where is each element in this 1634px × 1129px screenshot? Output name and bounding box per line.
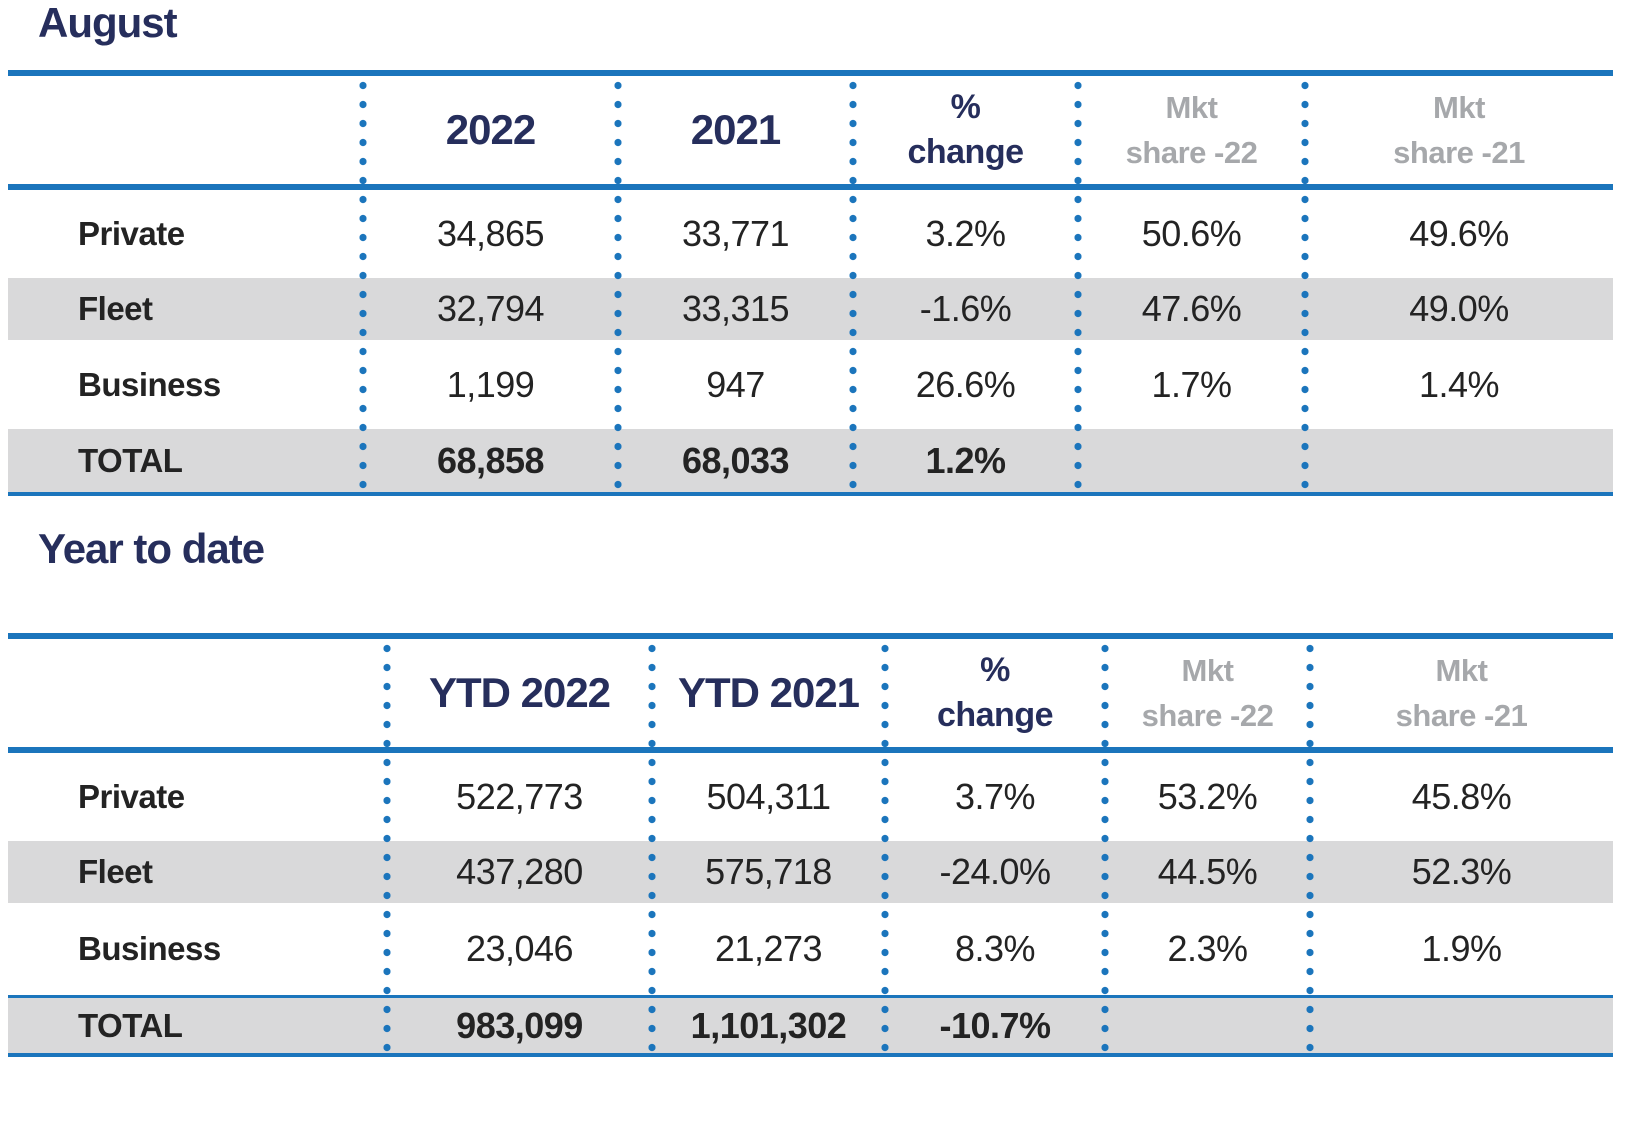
header-mkt-share-22: Mkt share -22 <box>1078 76 1305 184</box>
table-row-business: Business 1,199 947 26.6% 1.7% 1.4% <box>8 340 1613 429</box>
value-pct-change: 1.2% <box>925 439 1006 481</box>
mkt-share-21-line2: share -21 <box>1395 698 1528 733</box>
row-label: TOTAL <box>78 1006 183 1044</box>
value-mkt-share-22 <box>1078 429 1305 492</box>
value-ytd-2022: 522,773 <box>456 776 583 817</box>
value-2021: 33,771 <box>681 213 790 254</box>
value-mkt-share-22: 44.5% <box>1157 851 1258 892</box>
value-ytd-2022: 437,280 <box>456 851 583 892</box>
august-header-row: 2022 2021 % change Mkt share -22 Mkt sha… <box>8 76 1613 184</box>
header-ytd-2021: YTD 2021 <box>677 669 860 716</box>
value-mkt-share-21: 52.3% <box>1411 851 1512 892</box>
pct-change-line2: change <box>907 133 1024 171</box>
row-label: Business <box>78 930 221 967</box>
value-mkt-share-22 <box>1105 998 1310 1053</box>
table-row-fleet: Fleet 32,794 33,315 -1.6% 47.6% 49.0% <box>8 278 1613 340</box>
value-ytd-2021: 504,311 <box>706 776 831 817</box>
table-row-business: Business 23,046 21,273 8.3% 2.3% 1.9% <box>8 903 1613 995</box>
value-pct-change: 26.6% <box>915 363 1016 405</box>
value-ytd-2021: 21,273 <box>714 928 823 969</box>
value-pct-change: -1.6% <box>919 288 1012 329</box>
value-mkt-share-21 <box>1310 998 1613 1053</box>
pct-change-line1: % <box>980 651 1010 689</box>
value-2022: 32,794 <box>436 288 545 329</box>
header-2022: 2022 <box>445 106 536 153</box>
value-pct-change: 3.2% <box>925 213 1006 254</box>
row-label: TOTAL <box>78 441 183 479</box>
divider-line <box>8 184 1613 190</box>
mkt-share-21-line1: Mkt <box>1435 653 1488 688</box>
mkt-share-22-line1: Mkt <box>1165 90 1218 125</box>
value-ytd-2022: 23,046 <box>465 928 574 969</box>
value-ytd-2022: 983,099 <box>456 1004 583 1046</box>
divider-line <box>8 995 1613 998</box>
mkt-share-22-line2: share -22 <box>1141 698 1274 733</box>
value-pct-change: 8.3% <box>954 928 1036 969</box>
value-mkt-share-22: 2.3% <box>1167 928 1248 969</box>
value-mkt-share-22: 50.6% <box>1141 213 1242 254</box>
header-pct-change: % change <box>853 76 1078 184</box>
august-title: August <box>38 0 178 46</box>
header-2021: 2021 <box>690 106 781 153</box>
row-label: Private <box>78 778 185 815</box>
row-label: Fleet <box>78 290 153 327</box>
divider-line <box>8 633 1613 639</box>
value-mkt-share-22: 1.7% <box>1151 363 1232 405</box>
value-mkt-share-21: 49.0% <box>1409 288 1509 329</box>
value-2021: 68,033 <box>681 439 790 481</box>
mkt-share-21-line1: Mkt <box>1433 90 1485 125</box>
value-mkt-share-21: 1.9% <box>1421 928 1502 969</box>
header-mkt-share-22: Mkt share -22 <box>1105 639 1310 747</box>
value-mkt-share-21: 49.6% <box>1409 213 1509 254</box>
value-mkt-share-21 <box>1305 429 1613 492</box>
header-mkt-share-21: Mkt share -21 <box>1310 639 1613 747</box>
row-label: Private <box>78 215 185 252</box>
ytd-header-row: YTD 2022 YTD 2021 % change Mkt share -22… <box>8 639 1613 747</box>
value-2021: 947 <box>706 363 765 405</box>
table-row-fleet: Fleet 437,280 575,718 -24.0% 44.5% 52.3% <box>8 841 1613 903</box>
divider-line <box>8 747 1613 753</box>
value-mkt-share-22: 53.2% <box>1157 776 1258 817</box>
row-label: Business <box>78 365 221 403</box>
mkt-share-21-line2: share -21 <box>1393 135 1525 170</box>
pct-change-line2: change <box>936 696 1054 734</box>
value-2022: 68,858 <box>436 439 545 481</box>
divider-line <box>8 1053 1613 1057</box>
ytd-table: YTD 2022 YTD 2021 % change Mkt share -22… <box>8 633 1613 1057</box>
august-table: 2022 2021 % change Mkt share -22 Mkt sha… <box>8 70 1613 496</box>
table-row-private: Private 34,865 33,771 3.2% 50.6% 49.6% <box>8 190 1613 278</box>
value-pct-change: -10.7% <box>939 1004 1051 1046</box>
value-ytd-2021: 575,718 <box>705 851 832 892</box>
pct-change-line1: % <box>950 88 981 126</box>
header-pct-change: % change <box>885 639 1105 747</box>
value-ytd-2021: 1,101,302 <box>690 1004 847 1046</box>
value-mkt-share-22: 47.6% <box>1141 288 1242 329</box>
divider-line <box>8 70 1613 76</box>
ytd-title: Year to date <box>38 525 265 572</box>
header-mkt-share-21: Mkt share -21 <box>1305 76 1613 184</box>
mkt-share-22-line1: Mkt <box>1181 653 1234 688</box>
header-ytd-2022: YTD 2022 <box>428 669 611 716</box>
table-row-total: TOTAL 68,858 68,033 1.2% <box>8 429 1613 492</box>
row-label: Fleet <box>78 853 153 890</box>
value-2022: 1,199 <box>446 363 535 405</box>
table-row-private: Private 522,773 504,311 3.7% 53.2% 45.8% <box>8 753 1613 841</box>
divider-line <box>8 492 1613 496</box>
value-mkt-share-21: 45.8% <box>1411 776 1512 817</box>
value-2022: 34,865 <box>436 213 545 254</box>
table-row-total: TOTAL 983,099 1,101,302 -10.7% <box>8 998 1613 1053</box>
value-2021: 33,315 <box>681 288 790 329</box>
header-empty-cell <box>8 639 387 747</box>
value-pct-change: 3.7% <box>954 776 1036 817</box>
mkt-share-22-line2: share -22 <box>1125 135 1258 170</box>
value-pct-change: -24.0% <box>939 851 1051 892</box>
value-mkt-share-21: 1.4% <box>1418 363 1500 405</box>
header-empty-cell <box>8 76 363 184</box>
